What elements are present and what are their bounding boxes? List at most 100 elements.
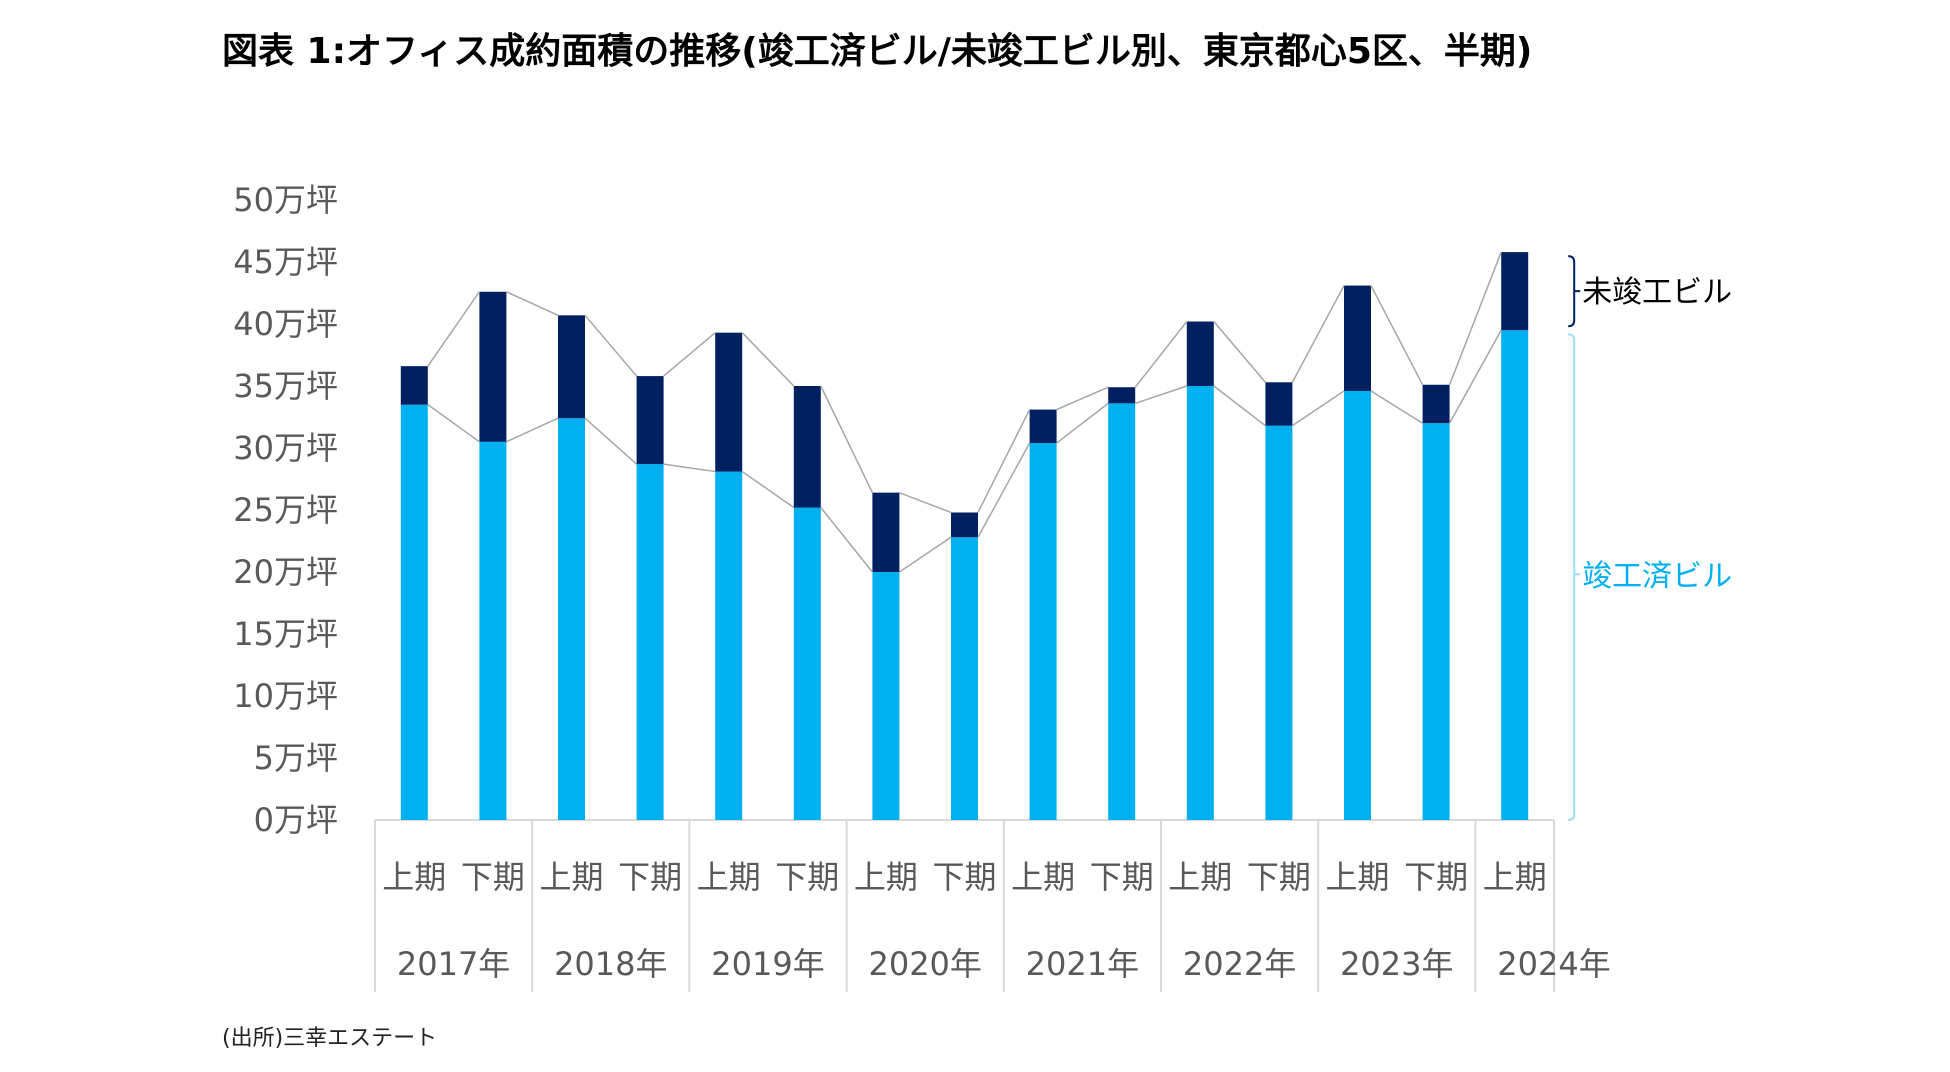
x-tick-label: 下期 xyxy=(461,858,525,896)
x-group-label: 2024年 xyxy=(1497,945,1610,983)
x-tick-label: 上期 xyxy=(1325,858,1389,896)
connector-completed xyxy=(1056,402,1109,444)
connector-completed xyxy=(506,417,559,443)
y-tick-label: 5万坪 xyxy=(254,739,338,777)
y-tick-label: 20万坪 xyxy=(233,553,338,591)
x-tick-label: 上期 xyxy=(1168,858,1232,896)
connector-total xyxy=(1370,285,1424,386)
connector-completed xyxy=(741,470,795,509)
y-tick-label: 15万坪 xyxy=(233,615,338,653)
connector-total xyxy=(1291,285,1345,383)
bar-uncompleted xyxy=(793,386,821,508)
bar-completed xyxy=(1186,386,1214,820)
x-group-label: 2019年 xyxy=(711,945,824,983)
bar-uncompleted xyxy=(1186,321,1214,386)
x-tick-label: 下期 xyxy=(932,858,996,896)
bar-completed xyxy=(1422,423,1450,820)
connector-total xyxy=(506,291,559,317)
connector-total xyxy=(741,332,795,387)
bar-uncompleted xyxy=(400,366,428,405)
connector-completed xyxy=(820,507,873,573)
x-tick-label: 上期 xyxy=(854,858,918,896)
connector-completed xyxy=(584,417,638,465)
bar-completed xyxy=(558,418,585,820)
y-axis-ticks: 0万坪 5万坪 10万坪 15万坪 20万坪 25万坪 30万坪 35万坪 40万坪 45万坪 50… xyxy=(233,181,338,839)
x-tick-label: 上期 xyxy=(539,858,603,896)
bar-uncompleted xyxy=(951,512,978,538)
y-tick-label: 30万坪 xyxy=(233,429,338,467)
y-tick-label: 10万坪 xyxy=(233,677,338,715)
x-tick-label: 下期 xyxy=(1404,858,1468,896)
x-group-label: 2022年 xyxy=(1183,945,1296,983)
bar-completed xyxy=(715,471,743,820)
x-tick-label: 上期 xyxy=(1011,858,1075,896)
bar-uncompleted xyxy=(1108,387,1136,404)
bar-completed xyxy=(1344,390,1371,820)
bar-uncompleted xyxy=(1344,285,1371,391)
connector-completed xyxy=(898,536,952,573)
x-tick-label: 下期 xyxy=(618,858,682,896)
bar-uncompleted xyxy=(558,315,585,419)
connector-total xyxy=(584,314,638,377)
x-tick-label: 上期 xyxy=(697,858,761,896)
bar-completed xyxy=(479,441,507,820)
connector-completed xyxy=(977,442,1031,538)
connector-total xyxy=(1448,251,1502,386)
bar-uncompleted xyxy=(715,332,743,472)
x-tick-label: 下期 xyxy=(1247,858,1311,896)
bar-uncompleted xyxy=(1501,252,1529,331)
bar-completed xyxy=(1108,403,1136,820)
y-tick-label: 25万坪 xyxy=(233,491,338,529)
y-tick-label: 35万坪 xyxy=(233,367,338,405)
bars xyxy=(400,252,1529,820)
bar-completed xyxy=(951,537,978,820)
legend-bracket-uncompleted xyxy=(1568,255,1581,328)
bar-completed xyxy=(400,404,428,820)
x-group-label: 2017年 xyxy=(397,945,510,983)
y-tick-label: 45万坪 xyxy=(233,243,338,281)
connector-completed xyxy=(1134,385,1188,405)
y-tick-label: 40万坪 xyxy=(233,305,338,343)
legend-label-uncompleted: 未竣工ビル xyxy=(1582,275,1732,310)
x-group-label: 2023年 xyxy=(1340,945,1453,983)
connector-completed xyxy=(1370,390,1423,424)
x-tick-label: 下期 xyxy=(775,858,839,896)
bar-completed xyxy=(793,507,821,820)
bar-completed xyxy=(1029,443,1057,820)
bar-uncompleted xyxy=(872,492,900,572)
connector-completed xyxy=(427,403,480,443)
x-tick-label: 上期 xyxy=(1483,858,1547,896)
connector-total xyxy=(663,332,716,377)
connector-completed xyxy=(663,463,716,473)
x-tick-label: 上期 xyxy=(382,858,446,896)
connector-total xyxy=(427,291,481,367)
connector-completed xyxy=(1448,329,1502,424)
connector-lines xyxy=(427,251,1502,573)
y-tick-label: 50万坪 xyxy=(233,181,338,219)
connector-total xyxy=(820,385,874,493)
connector-total xyxy=(1213,321,1266,383)
bar-uncompleted xyxy=(1029,409,1057,444)
x-group-label: 2021年 xyxy=(1026,945,1139,983)
x-group-label: 2020年 xyxy=(868,945,981,983)
connector-total xyxy=(899,491,952,514)
y-tick-label: 0万坪 xyxy=(254,801,338,839)
bar-completed xyxy=(872,572,900,820)
source-note: (出所)三幸エステート xyxy=(222,1026,438,1051)
x-group-label: 2018年 xyxy=(554,945,667,983)
connector-total xyxy=(1056,386,1109,411)
bar-completed xyxy=(636,464,664,820)
x-tick-label: 下期 xyxy=(1090,858,1154,896)
bar-uncompleted xyxy=(1265,382,1293,426)
chart-title: 図表 1:オフィス成約面積の推移(竣工済ビル/未竣工ビル別、東京都心5区、半期) xyxy=(222,31,1533,72)
connector-total xyxy=(977,409,1031,513)
connector-total xyxy=(1134,321,1188,388)
bar-completed xyxy=(1265,425,1293,820)
connector-completed xyxy=(1213,385,1266,427)
connector-completed xyxy=(1291,390,1345,427)
bar-uncompleted xyxy=(479,291,507,442)
bar-uncompleted xyxy=(636,376,664,465)
